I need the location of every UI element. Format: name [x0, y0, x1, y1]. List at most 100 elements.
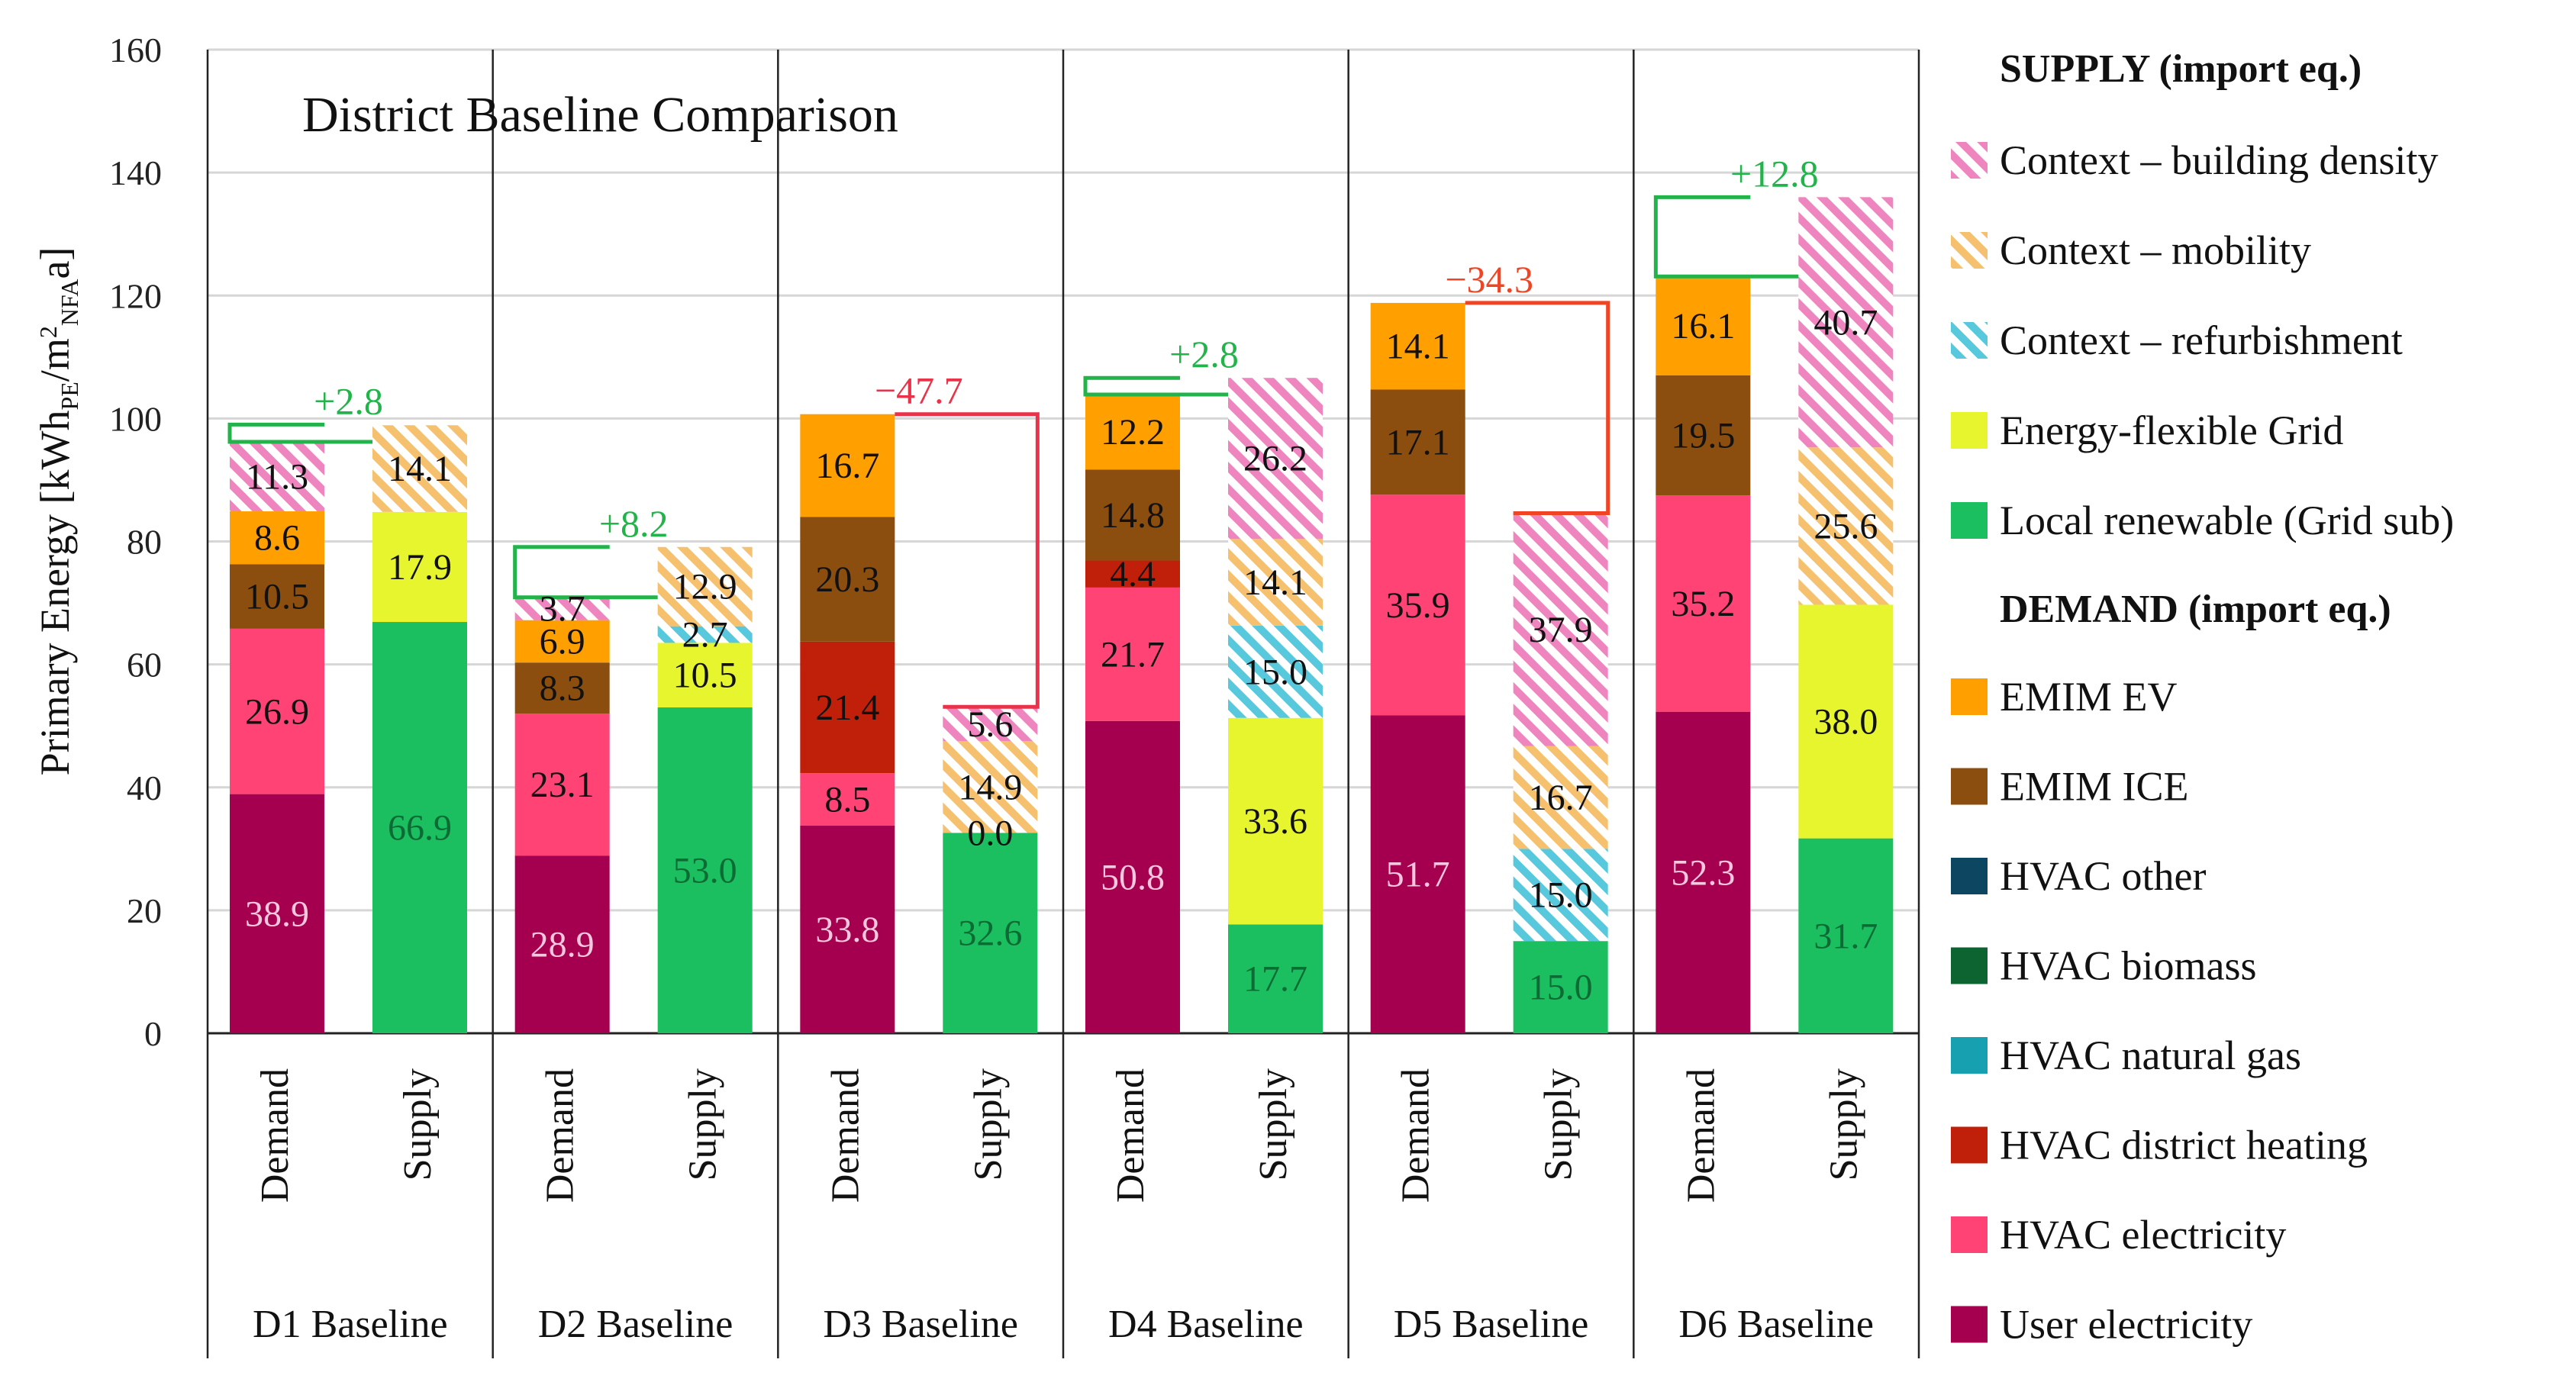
bar-value-label: 12.2: [1101, 412, 1165, 453]
bar-segment-hvac-electricity: [230, 628, 324, 794]
legend-item-label: HVAC district heating: [2000, 1123, 2368, 1168]
bar-segment-emim-ev: [1656, 276, 1751, 375]
legend-swatch-hvac-other: [1951, 858, 1988, 894]
bar-value-label: 11.3: [246, 457, 308, 498]
y-axis-title-part: a]: [32, 247, 78, 279]
bar-value-label: 31.7: [1814, 916, 1878, 956]
bar-segment-emim-ev: [230, 511, 324, 565]
bar-value-label: 17.9: [388, 547, 452, 588]
y-axis-title: Primary Energy [kWhPE/m2NFAa]: [32, 247, 83, 776]
y-tick-label: 60: [127, 646, 162, 685]
bar-value-label: 40.7: [1814, 302, 1878, 343]
bar-value-label: 5.6: [967, 704, 1013, 745]
data-labels: 38.9 26.9 10.5 8.6 11.3 66.9 17.9 14.1 28.9 23.1 8…: [245, 302, 1878, 1007]
bar-value-label: 25.6: [1814, 506, 1878, 546]
legend-swatch-emim-ev: [1951, 678, 1988, 715]
bar-value-label: 10.5: [673, 656, 737, 696]
bars: [230, 197, 1894, 1033]
legend: SUPPLY (import eq.) Context – building de…: [1951, 47, 2454, 1348]
bar-value-label: 14.1: [1386, 327, 1450, 367]
y-axis-title-part: NFA: [56, 279, 83, 327]
delta-box: [513, 545, 658, 600]
bar-segment-emim-ice: [1656, 375, 1751, 496]
y-axis-title-part: Primary Energy [kWh: [32, 411, 78, 776]
bar-segment-context-building-density: [943, 707, 1038, 742]
delta-box: [227, 422, 372, 444]
bar-segment-context-mobility: [1798, 447, 1894, 605]
legend-item-label: HVAC other: [2000, 853, 2207, 899]
bar-value-label: 8.5: [824, 779, 870, 820]
bar-value-label: 15.0: [1243, 652, 1307, 692]
group-label: D2 Baseline: [538, 1303, 733, 1346]
y-tick-label: 0: [144, 1014, 162, 1053]
legend-item-label: Context – refurbishment: [2000, 317, 2403, 363]
bar-segment-context-mobility: [1228, 539, 1323, 626]
legend-swatch-hvac-natural-gas: [1951, 1037, 1988, 1074]
bar-segment-emim-ice: [1085, 469, 1180, 561]
y-axis-title-part: PE: [56, 382, 83, 410]
bar-segment-emim-ice: [1370, 389, 1465, 495]
legend-item-label: Context – mobility: [2000, 227, 2311, 273]
bar-segment-context-building-density: [1798, 197, 1894, 448]
category-label-supply: Supply: [1252, 1068, 1295, 1181]
legend-item-label: EMIM ICE: [2000, 764, 2188, 810]
legend-item-label: User electricity: [2000, 1302, 2252, 1348]
legend-swatch-hvac-district-heating: [1951, 1126, 1988, 1164]
delta-label: +2.8: [314, 379, 383, 422]
bar-value-label: 51.7: [1386, 855, 1450, 895]
bar-value-label: 6.9: [540, 621, 585, 662]
y-tick-label: 100: [109, 399, 162, 438]
bar-value-label: 37.9: [1529, 610, 1593, 650]
y-tick-label: 20: [127, 891, 162, 930]
bar-segment-emim-ev: [514, 620, 610, 663]
bar-segment-energy-flexible-grid: [657, 643, 753, 708]
bar-segment-context-building-density: [514, 597, 610, 620]
legend-swatch-local-renewable: [1951, 502, 1988, 539]
bar-value-label: 38.9: [245, 894, 309, 934]
bar-value-label: 17.7: [1243, 959, 1307, 1000]
bar-value-label: 0.0: [967, 813, 1013, 853]
bar-value-label: 38.0: [1814, 702, 1878, 743]
bar-value-label: 8.3: [540, 668, 585, 709]
bar-segment-context-refurbishment: [1513, 849, 1608, 942]
bar-value-label: 15.0: [1529, 968, 1593, 1008]
category-axis: Demand Supply D1 Baseline Demand Supply D2 Ba…: [253, 1068, 1874, 1346]
bar-value-label: 21.4: [815, 688, 879, 728]
bar-segment-hvac-electricity: [1085, 587, 1180, 721]
bar-value-label: 14.1: [388, 449, 452, 489]
axes: 0 20 40 60 80 100 120 140 160: [109, 31, 1920, 1358]
bar-segment-emim-ice: [514, 662, 610, 714]
bar-value-label: 20.3: [815, 559, 879, 600]
bar-segment-emim-ev: [800, 414, 895, 517]
delta-label: +12.8: [1730, 152, 1819, 195]
legend-item-label: Local renewable (Grid sub): [2000, 498, 2454, 543]
group-label: D4 Baseline: [1108, 1303, 1304, 1346]
group-label: D3 Baseline: [823, 1303, 1018, 1346]
category-label-demand: Demand: [1679, 1068, 1723, 1203]
bar-value-label: 33.8: [815, 910, 879, 950]
bar-value-label: 35.9: [1386, 585, 1450, 626]
bar-value-label: 14.1: [1243, 562, 1307, 603]
legend-swatch-hvac-electricity: [1951, 1216, 1988, 1253]
bar-value-label: 16.1: [1671, 306, 1735, 346]
category-label-demand: Demand: [1394, 1068, 1438, 1203]
bar-value-label: 14.8: [1101, 495, 1165, 536]
bar-value-label: 21.7: [1101, 634, 1165, 675]
bar-value-label: 35.2: [1671, 584, 1735, 624]
bar-segment-hvac-district-heating: [1085, 560, 1180, 588]
y-tick-label: 40: [127, 768, 162, 807]
bar-segment-user-electricity: [230, 794, 324, 1033]
delta-box: [895, 412, 1040, 709]
y-axis-title-part: /m: [32, 338, 78, 382]
delta-box: [1465, 301, 1610, 515]
group-label: D1 Baseline: [253, 1303, 448, 1346]
bar-segment-hvac-electricity: [514, 714, 610, 856]
bar-value-label: 33.6: [1243, 801, 1307, 842]
category-label-supply: Supply: [1537, 1068, 1581, 1181]
delta-box: [1653, 195, 1799, 279]
legend-swatch-emim-ice: [1951, 768, 1988, 805]
bar-segment-emim-ice: [800, 517, 895, 642]
bar-segment-context-mobility: [657, 546, 753, 627]
category-label-supply: Supply: [396, 1068, 440, 1181]
